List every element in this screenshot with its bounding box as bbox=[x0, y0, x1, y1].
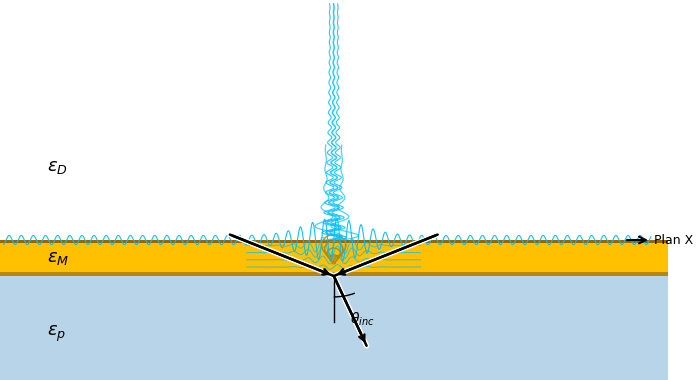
Text: Plan X: Plan X bbox=[654, 233, 693, 247]
Text: $\theta_{inc}$: $\theta_{inc}$ bbox=[351, 310, 375, 328]
Bar bbox=[0, 240, 667, 276]
Bar bbox=[0, 272, 667, 276]
Bar bbox=[0, 240, 667, 243]
Bar bbox=[0, 276, 667, 380]
Text: $\varepsilon_D$: $\varepsilon_D$ bbox=[47, 158, 68, 176]
Text: $\varepsilon_M$: $\varepsilon_M$ bbox=[47, 249, 69, 267]
Text: $\varepsilon_p$: $\varepsilon_p$ bbox=[47, 324, 66, 345]
